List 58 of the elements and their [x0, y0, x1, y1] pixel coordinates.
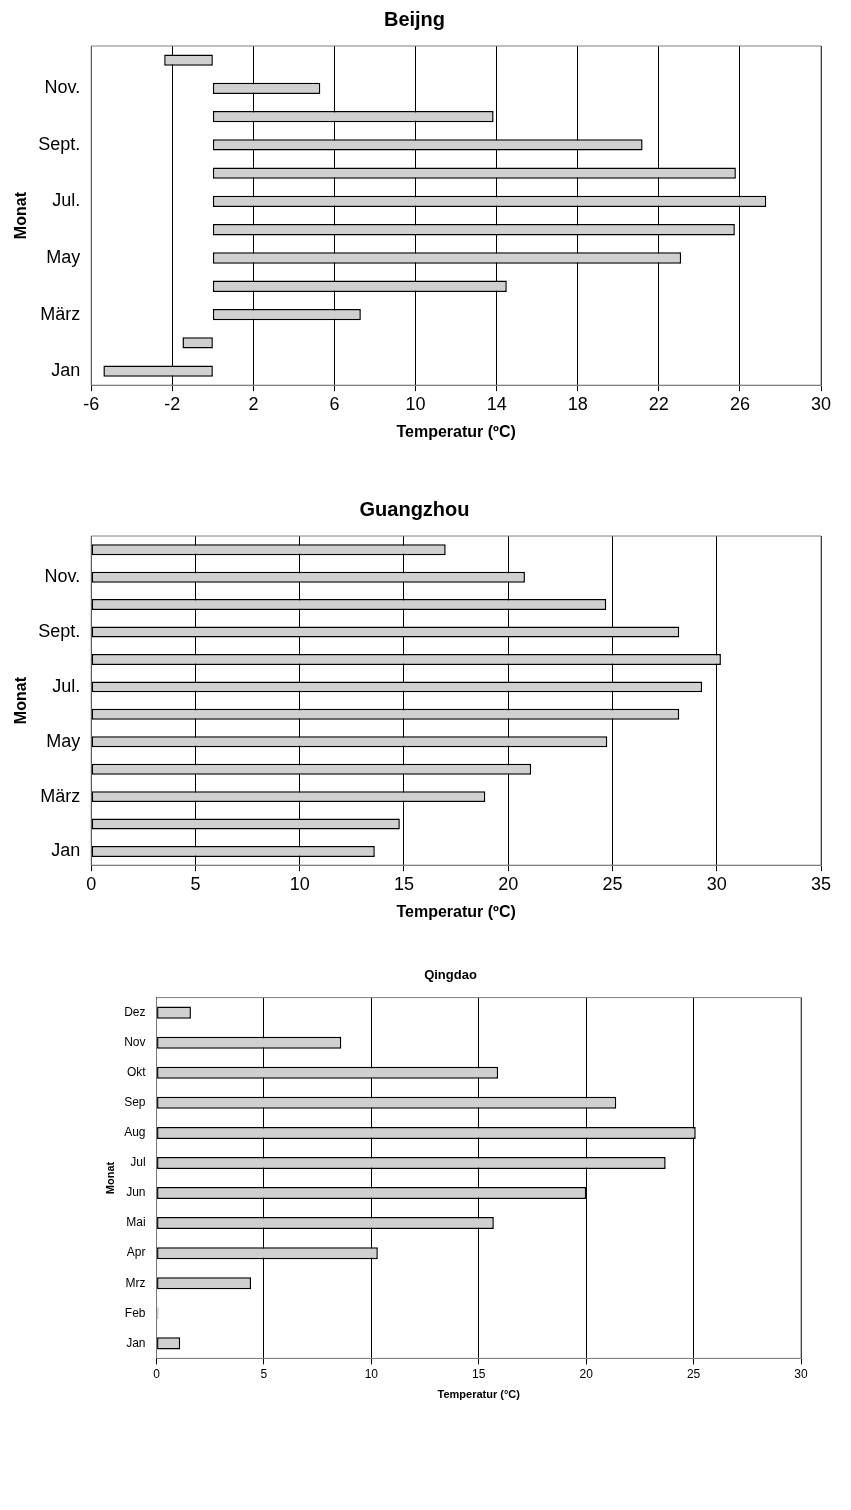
- y-tick-label: May: [46, 730, 81, 751]
- y-tick-label: Jul: [130, 1155, 146, 1170]
- x-tick-label: 20: [498, 873, 519, 894]
- chart-title: Beijng: [383, 7, 446, 30]
- y-tick-label: Jan: [126, 1335, 146, 1350]
- x-tick-label: 30: [794, 1366, 808, 1381]
- x-tick-label: 2: [248, 393, 259, 414]
- y-axis-title: Monat: [12, 191, 30, 240]
- x-tick-label: 30: [706, 873, 727, 894]
- y-tick-label: Sep: [124, 1095, 146, 1110]
- x-tick-label: -6: [83, 393, 100, 414]
- y-tick-label: Nov.: [44, 566, 81, 587]
- x-axis-title: Temperatur (ºC): [396, 422, 516, 440]
- x-tick-label: 5: [190, 873, 201, 894]
- x-tick-label: 6: [329, 393, 340, 414]
- y-tick-label: Sept.: [38, 620, 81, 641]
- y-tick-label: Jan: [51, 360, 81, 381]
- x-tick-label: 5: [260, 1366, 268, 1381]
- x-tick-label: 15: [393, 873, 414, 894]
- y-tick-label: Sept.: [38, 133, 81, 154]
- y-axis-title: Monat: [103, 1161, 116, 1195]
- x-tick-label: 10: [289, 873, 310, 894]
- x-tick-label: 35: [810, 873, 832, 894]
- x-axis-title: Temperatur (°C): [437, 1388, 521, 1401]
- y-tick-label: May: [46, 246, 81, 267]
- x-tick-label: 15: [472, 1366, 486, 1381]
- y-tick-label: Nov.: [44, 77, 81, 98]
- x-tick-label: 18: [567, 393, 588, 414]
- x-tick-label: 25: [602, 873, 623, 894]
- y-tick-label: Jul.: [52, 675, 81, 696]
- x-tick-label: 20: [579, 1366, 594, 1381]
- y-tick-label: Dez: [124, 1004, 146, 1019]
- y-tick-label: Nov: [124, 1035, 146, 1050]
- y-tick-label: Jun: [126, 1185, 146, 1200]
- x-tick-label: 0: [86, 873, 97, 894]
- y-tick-label: Apr: [126, 1245, 146, 1260]
- y-tick-label: März: [40, 785, 81, 806]
- x-tick-label: 0: [153, 1366, 161, 1381]
- y-tick-label: Feb: [124, 1305, 146, 1320]
- x-tick-label: 25: [686, 1366, 701, 1381]
- y-tick-label: Okt: [126, 1065, 147, 1080]
- y-tick-label: Jan: [51, 840, 81, 861]
- x-tick-label: 10: [405, 393, 426, 414]
- x-tick-label: 10: [364, 1366, 379, 1381]
- y-axis-title: Monat: [12, 676, 30, 725]
- x-tick-label: 30: [810, 393, 832, 414]
- y-tick-label: Aug: [124, 1125, 146, 1140]
- y-tick-label: Mai: [126, 1215, 146, 1230]
- x-tick-label: 22: [648, 393, 669, 414]
- x-tick-label: 26: [729, 393, 750, 414]
- chart-title: Guangzhou: [359, 497, 470, 520]
- y-tick-label: Jul.: [52, 190, 81, 211]
- x-tick-label: 14: [486, 393, 507, 414]
- chart-title: Qingdao: [424, 967, 477, 983]
- y-tick-label: März: [40, 303, 81, 324]
- y-tick-label: Mrz: [125, 1275, 146, 1290]
- x-tick-label: -2: [164, 393, 181, 414]
- x-axis-title: Temperatur (ºC): [396, 902, 516, 920]
